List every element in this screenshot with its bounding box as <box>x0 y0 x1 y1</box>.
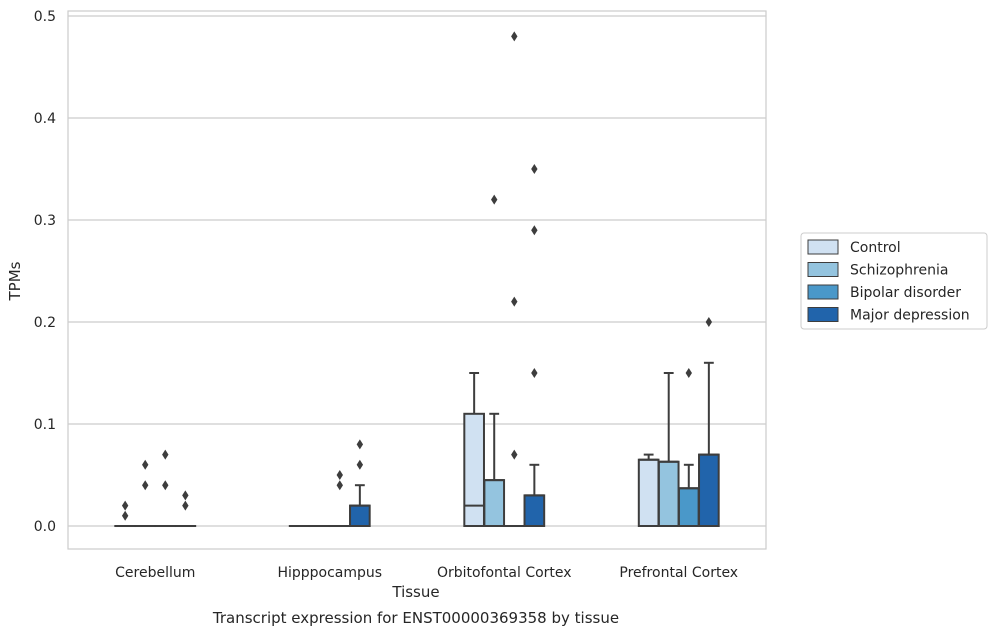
box-iqr <box>464 414 484 526</box>
legend-swatch <box>808 263 838 277</box>
x-tick-label: Prefrontal Cortex <box>619 565 738 581</box>
x-tick-label: Orbitofontal Cortex <box>437 565 572 581</box>
x-tick-label: Cerebellum <box>115 565 195 581</box>
y-tick-label: 0.2 <box>34 315 56 331</box>
legend-label: Control <box>850 240 901 256</box>
y-tick-label: 0.3 <box>34 213 56 229</box>
box-iqr <box>350 506 370 526</box>
box-iqr <box>699 455 719 526</box>
y-tick-label: 0.5 <box>34 9 56 25</box>
y-tick-label: 0.4 <box>34 111 56 127</box>
y-tick-label: 0.1 <box>34 417 56 433</box>
legend-swatch <box>808 308 838 322</box>
y-tick-label: 0.0 <box>34 519 56 535</box>
chart-caption: Transcript expression for ENST0000036935… <box>212 609 619 627</box>
box-control <box>639 455 659 526</box>
legend-swatch <box>808 240 838 254</box>
legend: Control Schizophrenia Bipolar disorder Majo… <box>801 233 987 329</box>
legend-label: Schizophrenia <box>850 263 948 279</box>
legend-label: Bipolar disorder <box>850 285 961 301</box>
legend-swatch <box>808 285 838 299</box>
box-iqr <box>484 480 504 526</box>
box-iqr <box>659 462 679 526</box>
box-iqr <box>679 488 699 526</box>
box-iqr <box>639 460 659 526</box>
y-axis-label: TPMs <box>6 261 24 301</box>
x-tick-label: Hipppocampus <box>277 565 382 581</box>
x-axis-label: Tissue <box>391 583 439 601</box>
box-iqr <box>525 495 545 526</box>
legend-label: Major depression <box>850 308 970 324</box>
